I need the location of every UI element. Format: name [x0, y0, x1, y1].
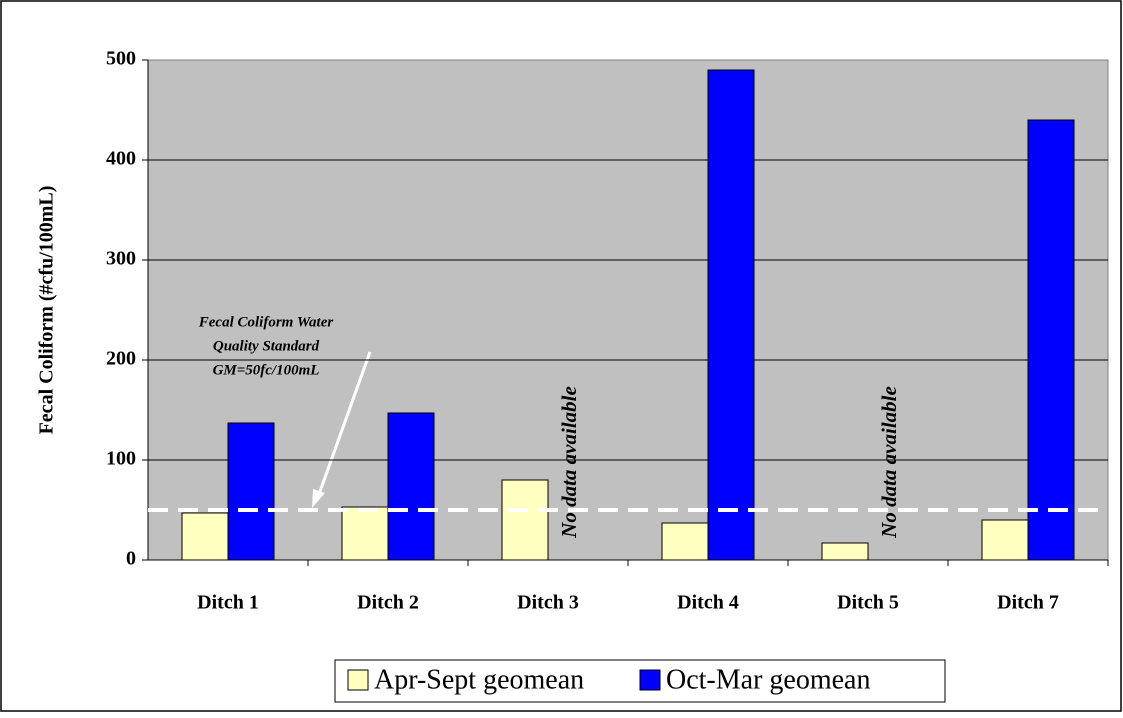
x-tick-label: Ditch 4 — [677, 592, 739, 614]
bar — [387, 412, 435, 561]
x-tick-label: Ditch 7 — [997, 592, 1059, 614]
annotation-arrowhead — [312, 489, 325, 508]
annotation-arrow — [316, 351, 372, 498]
standard-annotation: Quality Standard — [213, 338, 320, 354]
x-tick-label: Ditch 5 — [837, 592, 899, 614]
bar — [707, 69, 755, 561]
bar — [1027, 119, 1075, 561]
bar — [661, 522, 709, 561]
legend-label: Oct-Mar geomean — [666, 664, 870, 695]
legend-swatch — [347, 669, 369, 691]
y-axis-label: Fecal Coliform (#cfu/100mL) — [36, 186, 58, 435]
standard-annotation: GM=50fc/100mL — [213, 362, 320, 378]
bar — [181, 512, 229, 561]
y-tick-label: 200 — [106, 348, 136, 370]
no-data-label: No data available — [557, 386, 581, 539]
y-tick-label: 0 — [126, 548, 136, 570]
x-tick-label: Ditch 2 — [357, 592, 419, 614]
legend-label: Apr-Sept geomean — [374, 664, 584, 695]
bar — [821, 542, 869, 561]
legend-swatch — [639, 669, 661, 691]
bar — [981, 519, 1029, 561]
y-tick-label: 100 — [106, 448, 136, 470]
x-tick-label: Ditch 1 — [197, 592, 259, 614]
bar — [227, 422, 275, 561]
y-tick-label: 500 — [106, 48, 136, 70]
bar — [501, 479, 549, 561]
bar — [341, 506, 389, 561]
standard-annotation: Fecal Coliform Water — [198, 314, 334, 330]
y-tick-label: 300 — [106, 248, 136, 270]
x-tick-label: Ditch 3 — [517, 592, 579, 614]
plot-area — [147, 59, 1109, 561]
no-data-label: No data available — [877, 386, 901, 539]
y-tick-label: 400 — [106, 148, 136, 170]
